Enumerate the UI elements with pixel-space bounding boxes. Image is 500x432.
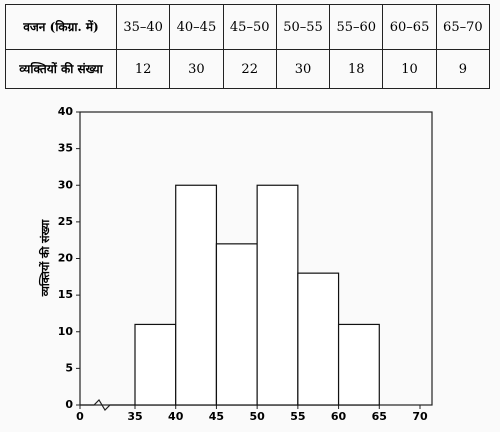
y-tick-label: 5 <box>65 361 73 374</box>
x-tick-label: 55 <box>290 410 305 423</box>
x-tick-label: 50 <box>249 410 265 423</box>
value-cell: 10 <box>382 49 437 89</box>
bar <box>134 323 177 406</box>
value-cell: 12 <box>115 49 171 89</box>
y-tick-label: 15 <box>58 288 73 301</box>
x-tick-label: 70 <box>412 410 428 423</box>
bar <box>215 243 258 406</box>
y-tick-label: 30 <box>58 178 74 191</box>
value-cell: 22 <box>222 49 277 89</box>
y-tick-label: 35 <box>58 142 73 155</box>
y-axis-label: व्यक्तियों की संख्या <box>38 219 52 298</box>
y-tick-label: 40 <box>58 105 74 118</box>
x-tick-label: 0 <box>76 410 84 423</box>
x-tick-label: 60 <box>331 410 347 423</box>
x-tick-label: 65 <box>372 410 387 423</box>
column-header: 60–65 <box>382 4 437 50</box>
bar <box>256 184 299 406</box>
row-label: व्यक्तियों की संख्या <box>5 49 117 89</box>
column-header: 35–40 <box>115 4 171 50</box>
axis-break <box>80 399 135 411</box>
x-tick-label: 35 <box>127 410 142 423</box>
column-header: 45–50 <box>222 4 277 50</box>
y-tick-label: 20 <box>58 252 74 265</box>
bar <box>297 272 340 406</box>
value-cell: 9 <box>435 49 491 89</box>
x-tick-label: 40 <box>168 410 184 423</box>
column-header: 65–70 <box>435 4 491 50</box>
value-cell: 18 <box>329 49 384 89</box>
data-table: वजन (किग्रा. में) 35–40 40–45 45–50 50–55 55–… <box>5 4 491 89</box>
bar <box>175 184 218 406</box>
y-tick-label: 10 <box>58 325 74 338</box>
x-tick-label: 45 <box>209 410 224 423</box>
y-tick-label: 0 <box>65 398 73 411</box>
y-tick-label: 25 <box>58 215 73 228</box>
bar <box>337 323 380 406</box>
header-cell: वजन (किग्रा. में) <box>5 4 117 50</box>
